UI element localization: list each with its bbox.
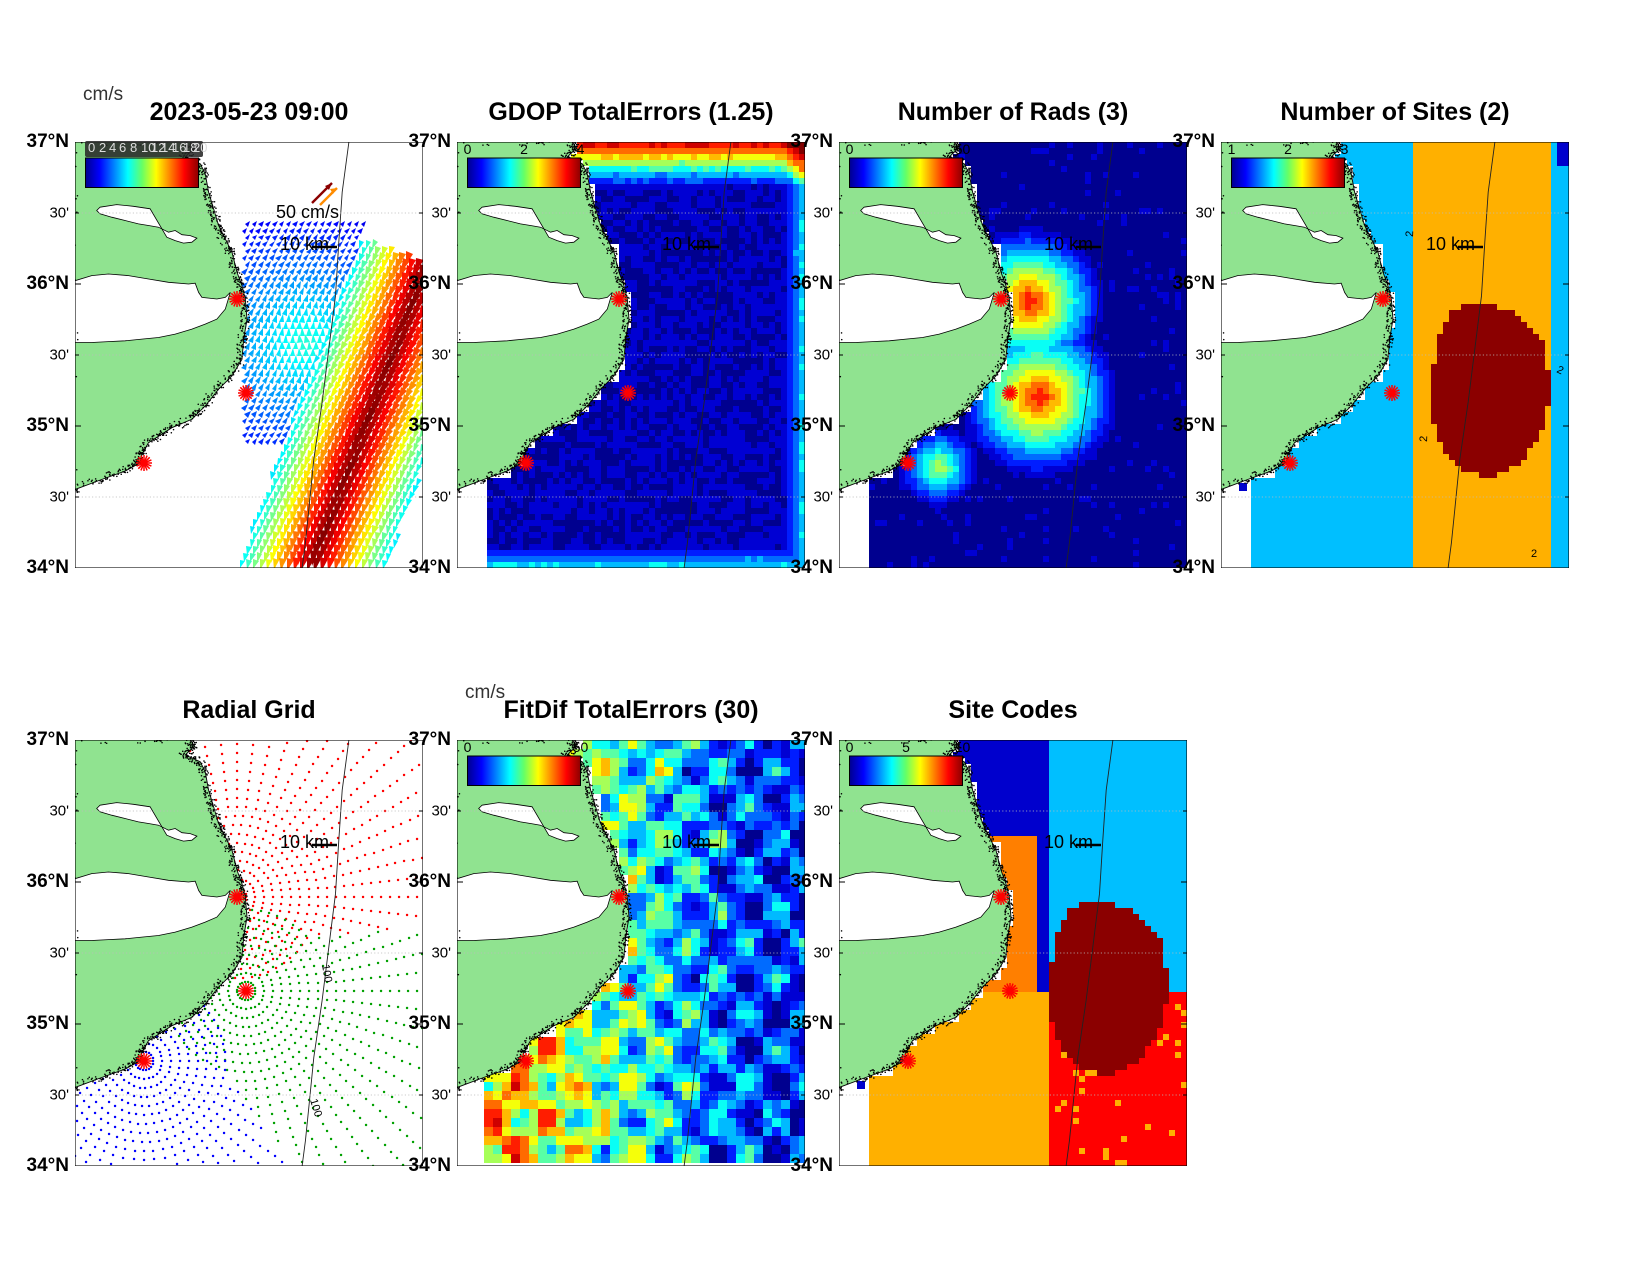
svg-text:100: 100 bbox=[319, 963, 334, 983]
svg-text:100: 100 bbox=[307, 1097, 324, 1118]
